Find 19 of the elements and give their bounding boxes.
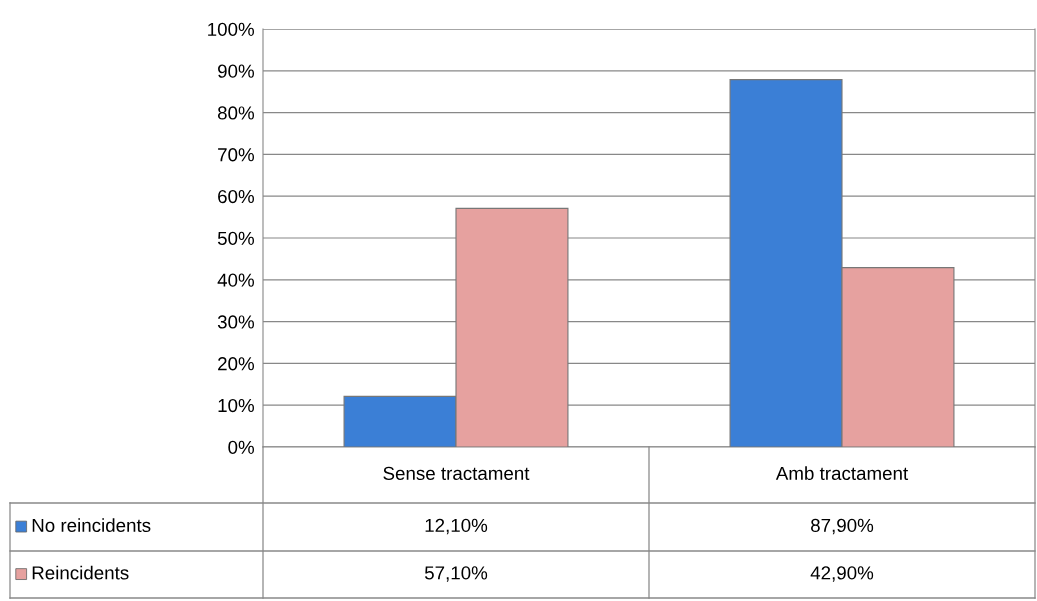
y-tick-label: 40% bbox=[217, 273, 254, 287]
data-label: 87,90% bbox=[811, 518, 874, 535]
data-label: 42,90% bbox=[810, 566, 874, 582]
x-tick-label: Sense tractament bbox=[383, 466, 530, 481]
x-tick-label: Amb tractament bbox=[775, 466, 909, 481]
y-tick-label: 70% bbox=[218, 148, 254, 162]
data-label: 12,10% bbox=[425, 518, 488, 535]
y-tick-label: 10% bbox=[218, 398, 254, 413]
legend-label: No reincidents bbox=[32, 518, 151, 533]
y-tick-label: 80% bbox=[217, 106, 254, 120]
y-tick-label: 50% bbox=[217, 231, 254, 245]
data-label: 57,10% bbox=[424, 566, 488, 582]
y-tick-label: 0% bbox=[228, 440, 254, 454]
y-tick-label: 100% bbox=[208, 22, 254, 36]
legend-label: Reincidents bbox=[32, 565, 129, 580]
y-tick-label: 30% bbox=[217, 315, 254, 329]
y-tick-label: 90% bbox=[218, 64, 254, 78]
y-tick-label: 60% bbox=[218, 189, 254, 204]
y-tick-label: 20% bbox=[218, 357, 254, 371]
